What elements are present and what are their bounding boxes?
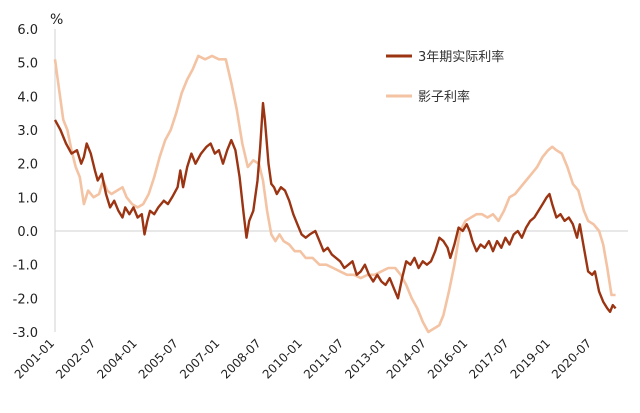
legend-label-shadow-rate: 影子利率 (418, 89, 470, 105)
y-tick-label: -1.0 (13, 259, 38, 274)
x-tick-label: 2019-01 (508, 336, 553, 381)
x-tick-label: 2005-07 (136, 336, 181, 381)
x-tick-label: 2013-01 (342, 336, 387, 381)
legend: 3年期实际利率 影子利率 (386, 49, 504, 105)
y-tick-label: -3.0 (13, 326, 38, 341)
series-line-shadow-rate (53, 54, 616, 334)
x-tick-label: 2001-01 (12, 336, 57, 381)
y-tick-label: 2.0 (17, 158, 38, 173)
y-tick-label: 0.0 (17, 225, 38, 240)
series-layer (53, 54, 617, 334)
x-tick-label: 2016-01 (425, 336, 470, 381)
y-axis-ticks: 6.0 5.0 4.0 3.0 2.0 1.0 0.0 -1.0 -2.0 -3.0 (13, 23, 38, 341)
x-tick-label: 2002-07 (53, 336, 98, 381)
y-tick-label: -2.0 (13, 292, 38, 307)
x-tick-label: 2008-07 (218, 336, 263, 381)
legend-label-real-rate: 3年期实际利率 (418, 49, 504, 65)
x-tick-label: 2020-07 (549, 336, 594, 381)
y-tick-label: 5.0 (17, 57, 38, 72)
x-tick-label: 2010-01 (260, 336, 305, 381)
y-tick-label: 6.0 (17, 23, 38, 38)
x-tick-label: 2011-07 (301, 336, 346, 381)
x-tick-label: 2014-07 (384, 336, 429, 381)
y-tick-label: 1.0 (17, 191, 38, 206)
y-axis-unit: % (50, 12, 63, 28)
x-tick-label: 2007-01 (177, 336, 222, 381)
y-tick-label: 4.0 (17, 90, 38, 105)
y-tick-label: 3.0 (17, 124, 38, 139)
x-tick-label: 2017-07 (466, 336, 511, 381)
x-tick-label: 2004-01 (94, 336, 139, 381)
x-axis-ticks: 2001-012002-072004-012005-072007-012008-… (12, 336, 595, 381)
series-line-real-rate (53, 101, 617, 313)
